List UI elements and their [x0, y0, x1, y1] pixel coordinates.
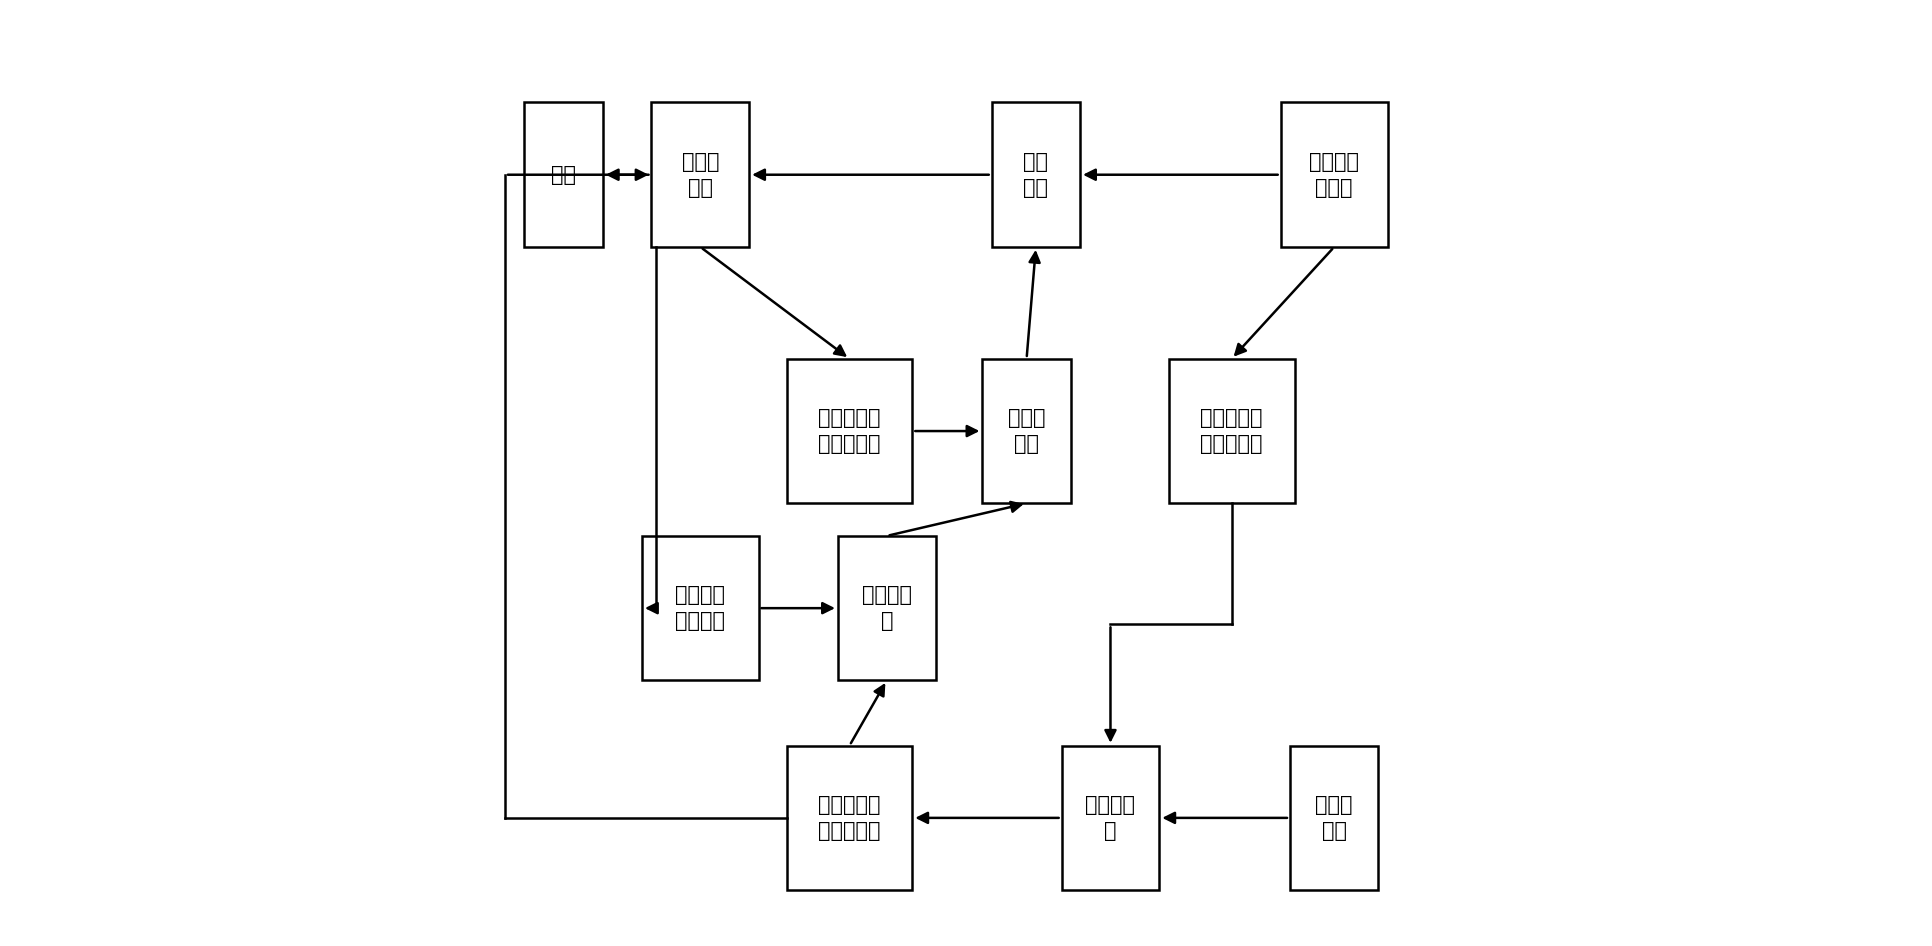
Text: 输出电流信
号采集单元: 输出电流信 号采集单元	[819, 408, 881, 454]
Bar	[1061, 745, 1159, 890]
Bar	[651, 102, 750, 247]
Text: 直流母线电
压采集单元: 直流母线电 压采集单元	[819, 795, 881, 841]
Text: 电网: 电网	[551, 165, 576, 184]
Bar	[1281, 102, 1387, 247]
Bar	[786, 745, 912, 890]
Text: 第三比
较器: 第三比 较器	[1009, 408, 1045, 454]
Text: 第二比较
器: 第二比较 器	[862, 585, 912, 631]
Bar	[786, 359, 912, 503]
Bar	[641, 536, 759, 680]
Bar	[838, 536, 935, 680]
Text: 电压给
定值: 电压给 定值	[1316, 795, 1352, 841]
Bar	[981, 359, 1070, 503]
Bar	[1291, 745, 1378, 890]
Text: 第一比较
器: 第一比较 器	[1086, 795, 1136, 841]
Bar	[1169, 359, 1294, 503]
Bar	[991, 102, 1080, 247]
Bar	[524, 102, 603, 247]
Text: 电网信号
采集单元: 电网信号 采集单元	[676, 585, 724, 631]
Text: 交流接
触器: 交流接 触器	[682, 151, 719, 198]
Text: 逆变
单元: 逆变 单元	[1024, 151, 1049, 198]
Text: 直流母线电
压检测单元: 直流母线电 压检测单元	[1200, 408, 1264, 454]
Text: 变频器直
流母线: 变频器直 流母线	[1310, 151, 1360, 198]
